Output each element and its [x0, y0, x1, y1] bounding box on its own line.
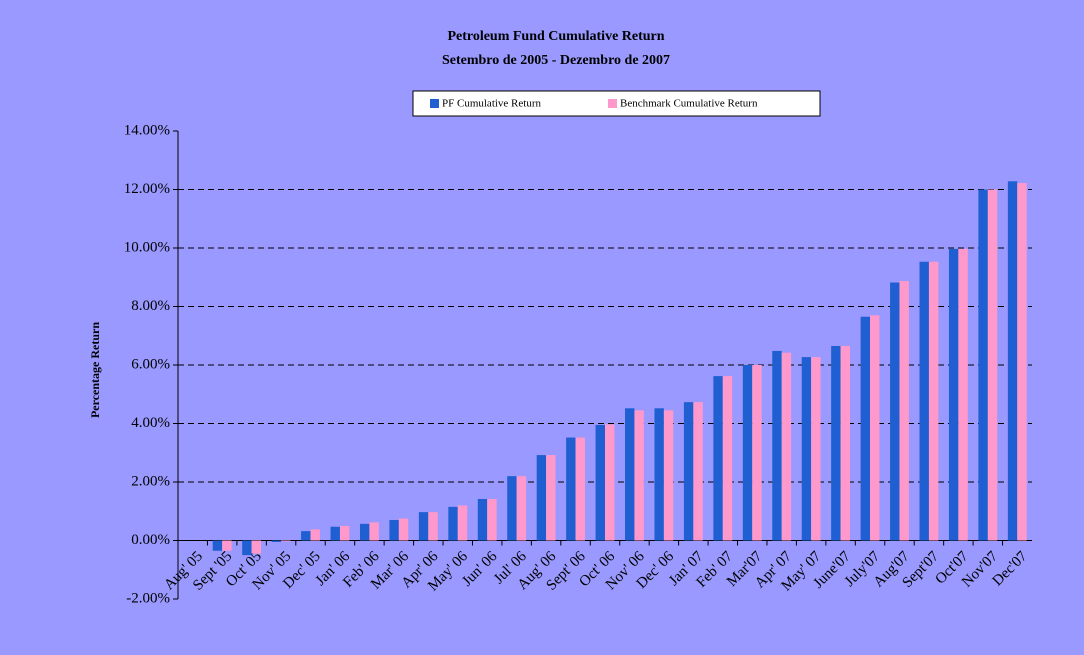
bar [693, 402, 703, 541]
legend-label: PF Cumulative Return [442, 98, 542, 110]
bar [575, 437, 585, 541]
bar [546, 455, 556, 541]
bar [919, 261, 929, 541]
legend-swatch [608, 99, 617, 108]
bar [722, 376, 733, 541]
y-tick-label: 8.00% [131, 298, 170, 314]
bar [428, 512, 438, 541]
bar [251, 540, 262, 554]
bar [987, 189, 998, 541]
bar [811, 357, 821, 541]
legend-label: Benchmark Cumulative Return [620, 98, 758, 110]
chart-subtitle: Setembro de 2005 - Dezembro de 2007 [442, 53, 670, 68]
bar [418, 512, 429, 541]
bar [457, 505, 468, 541]
bar [369, 522, 379, 541]
bar [359, 523, 370, 541]
bar [310, 529, 320, 541]
bar [222, 540, 232, 551]
bar [477, 498, 488, 541]
bar [801, 357, 812, 541]
bar [339, 525, 350, 541]
bar [713, 376, 723, 541]
bar [870, 315, 880, 541]
bar [831, 345, 841, 541]
bar [507, 476, 517, 541]
bar [683, 402, 694, 541]
bar [928, 261, 939, 541]
bar [654, 408, 664, 541]
bar [271, 540, 282, 542]
bar [595, 424, 605, 541]
bar [281, 540, 291, 542]
bar [487, 498, 497, 541]
bar [448, 506, 458, 541]
bar [840, 345, 851, 541]
bar [752, 365, 762, 541]
bar [398, 518, 409, 541]
chart-title: Petroleum Fund Cumulative Return [447, 29, 664, 44]
bar [536, 455, 547, 541]
bar [625, 408, 635, 541]
bar [389, 520, 399, 541]
bar [1017, 183, 1027, 541]
bar [330, 526, 340, 541]
bar [663, 410, 674, 541]
legend-swatch [430, 99, 439, 108]
bar [890, 282, 900, 541]
bar [860, 316, 871, 541]
y-tick-label: 6.00% [131, 356, 170, 372]
bar [899, 281, 909, 541]
y-tick-label: 0.00% [131, 532, 170, 548]
bar [212, 540, 223, 551]
bar [742, 365, 753, 541]
bar [948, 248, 959, 541]
bar [958, 248, 968, 541]
y-tick-label: 4.00% [131, 415, 170, 431]
y-tick-label: -2.00% [126, 590, 170, 606]
bar [1007, 181, 1018, 541]
bar [242, 540, 252, 556]
y-tick-label: 14.00% [124, 122, 170, 138]
bar [634, 410, 644, 541]
y-axis-label: Percentage Return [88, 322, 102, 418]
bar [566, 437, 576, 541]
y-tick-label: 10.00% [124, 239, 170, 255]
y-tick-label: 12.00% [124, 181, 170, 197]
bar [301, 531, 311, 541]
bar [978, 189, 988, 541]
bar [781, 352, 792, 541]
bar [516, 476, 527, 541]
bar [605, 424, 615, 541]
y-tick-label: 2.00% [131, 473, 170, 489]
bar [772, 350, 782, 541]
